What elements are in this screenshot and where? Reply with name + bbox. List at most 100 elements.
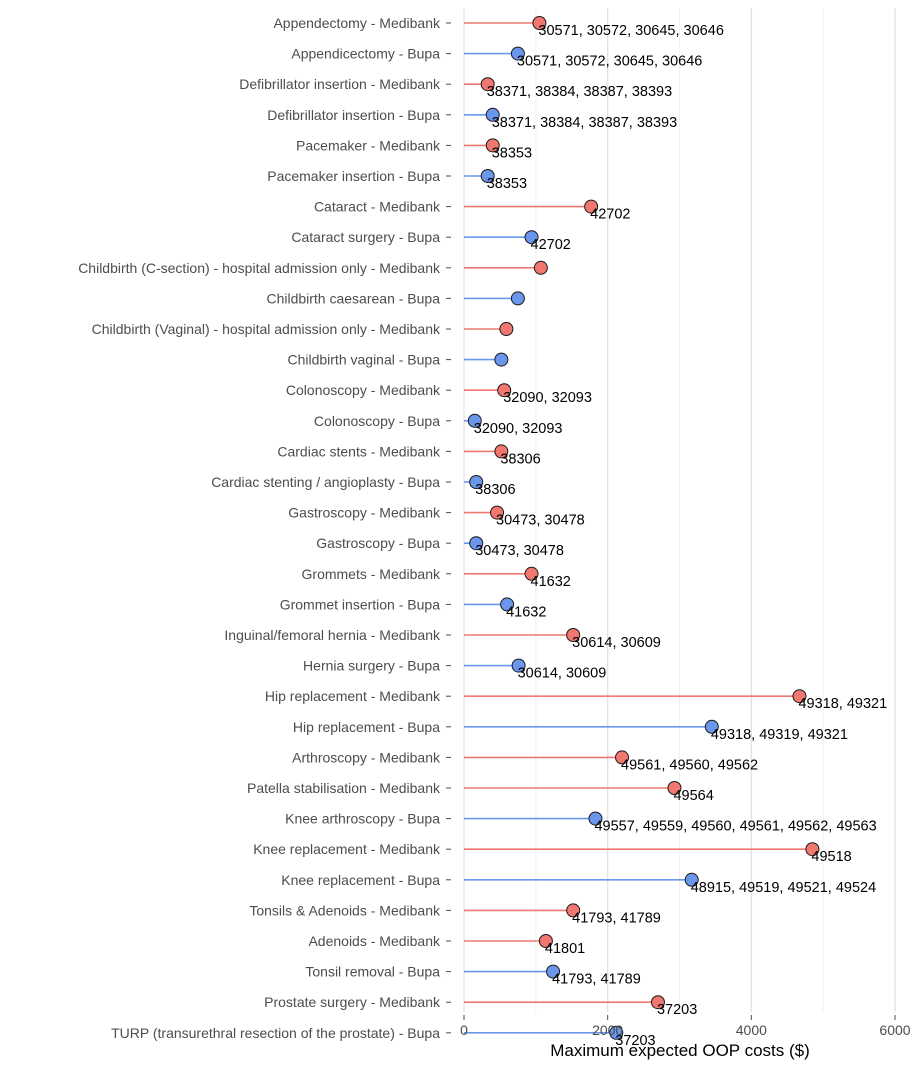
y-tick-label: Appendectomy - Medibank	[273, 15, 441, 31]
data-label: 49561, 49560, 49562	[621, 757, 758, 773]
lollipop-row: Tonsil removal - Bupa 41793, 41789	[305, 964, 640, 988]
data-label: 49318, 49321	[798, 696, 887, 712]
data-label: 38306	[500, 451, 540, 467]
x-tick-label: 2000	[592, 1022, 623, 1038]
data-label: 30473, 30478	[475, 543, 564, 559]
lollipop-point	[469, 536, 484, 551]
y-tick-label: Hernia surgery - Bupa	[303, 658, 440, 674]
lollipop-row: Knee replacement - Medibank 49518	[253, 841, 852, 865]
data-label: 38371, 38384, 38387, 38393	[487, 84, 672, 100]
y-tick-label: Childbirth (Vaginal) - hospital admissio…	[92, 321, 441, 337]
lollipop-row: Cataract surgery - Bupa 42702	[291, 229, 570, 253]
lollipop-point	[467, 413, 482, 428]
lollipop-point	[490, 505, 505, 520]
data-label: 38306	[475, 482, 515, 498]
lollipop-point	[510, 291, 525, 306]
lollipop-point	[546, 964, 561, 979]
lollipop-row: Grommet insertion - Bupa 41632	[280, 596, 547, 620]
lollipop-row: Gastroscopy - Medibank 30473, 30478	[288, 505, 584, 529]
lollipop-row: Adenoids - Medibank 41801	[308, 933, 585, 957]
lollipop-point	[499, 322, 514, 336]
lollipop-row: Colonoscopy - Bupa 32090, 32093	[314, 413, 563, 437]
y-tick-label: Tonsil removal - Bupa	[305, 964, 440, 980]
y-tick-label: Childbirth caesarean - Bupa	[266, 290, 440, 306]
lollipop-row: Cardiac stents - Medibank 38306	[277, 443, 540, 467]
lollipop-point	[538, 934, 553, 948]
data-label: 38353	[487, 176, 527, 192]
lollipop-point	[497, 383, 512, 398]
lollipop-point	[494, 444, 509, 459]
lollipop-point	[500, 597, 515, 612]
lollipop-row: Cataract - Medibank 42702	[314, 199, 631, 223]
lollipop-point	[704, 719, 719, 734]
lollipop-row: Pacemaker - Medibank 38353	[296, 137, 532, 161]
lollipop-point	[588, 811, 603, 826]
y-tick-label: Colonoscopy - Bupa	[314, 413, 440, 429]
y-tick-label: Arthroscopy - Medibank	[292, 749, 441, 765]
lollipop-row: Pacemaker insertion - Bupa 38353	[267, 168, 527, 192]
y-tick-label: Defibrillator insertion - Medibank	[239, 76, 441, 92]
data-label: 38371, 38384, 38387, 38393	[492, 115, 677, 131]
lollipop-point	[684, 872, 699, 887]
y-tick-label: Hip replacement - Bupa	[293, 719, 440, 735]
lollipop-point	[480, 169, 495, 183]
data-label: 41793, 41789	[572, 910, 661, 926]
lollipop-point	[667, 781, 682, 795]
lollipop-point	[511, 658, 526, 673]
data-label: 30614, 30609	[518, 666, 607, 682]
data-label: 41793, 41789	[552, 972, 641, 988]
x-axis: 0 2000 4000 6000	[460, 1015, 911, 1038]
data-label: 30571, 30572, 30645, 30646	[517, 54, 702, 70]
lollipop-point	[510, 46, 525, 61]
data-label: 30571, 30572, 30645, 30646	[538, 23, 723, 39]
lollipop-row: Knee arthroscopy - Bupa 49557, 49559, 495…	[285, 811, 877, 835]
lollipop-point	[584, 199, 599, 214]
y-tick-label: Grommets - Medibank	[302, 566, 441, 582]
lollipop-point	[485, 138, 500, 153]
y-tick-label: Appendicectomy - Bupa	[291, 46, 440, 62]
lollipop-row: Gastroscopy - Bupa 30473, 30478	[316, 535, 564, 559]
y-tick-label: Pacemaker - Medibank	[296, 137, 441, 153]
lollipop-row: Hernia surgery - Bupa 30614, 30609	[303, 658, 606, 682]
lollipop-point	[792, 689, 807, 704]
y-tick-label: TURP (transurethral resection of the pro…	[111, 1025, 440, 1041]
lollipop-row: TURP (transurethral resection of the pro…	[111, 1025, 656, 1049]
lollipop-point	[480, 77, 495, 92]
lollipop-point	[532, 16, 547, 30]
rows: Appendectomy - Medibank 30571, 30572, 306…	[78, 15, 887, 1049]
data-label: 37203	[657, 1002, 697, 1018]
y-tick-label: Cardiac stenting / angioplasty - Bupa	[211, 474, 440, 490]
lollipop-point	[524, 566, 539, 581]
lollipop-row: Hip replacement - Medibank 49318, 49321	[265, 688, 887, 712]
lollipop-point	[533, 260, 548, 275]
y-tick-label: Defibrillator insertion - Bupa	[267, 107, 440, 123]
lollipop-row: Patella stabilisation - Medibank 49564	[247, 780, 714, 804]
data-label: 41632	[531, 574, 571, 590]
lollipop-point	[805, 842, 820, 857]
y-tick-label: Grommet insertion - Bupa	[280, 596, 440, 612]
y-tick-label: Colonoscopy - Medibank	[286, 382, 441, 398]
data-label: 42702	[531, 237, 571, 253]
data-label: 49518	[811, 849, 851, 865]
data-label: 48915, 49519, 49521, 49524	[691, 880, 876, 896]
y-tick-label: Knee replacement - Bupa	[281, 872, 440, 888]
lollipop-row: Prostate surgery - Medibank 37203	[264, 994, 697, 1018]
y-tick-label: Patella stabilisation - Medibank	[247, 780, 441, 796]
grid	[463, 8, 896, 1012]
lollipop-point	[494, 352, 509, 367]
y-tick-label: Cataract surgery - Bupa	[291, 229, 440, 245]
lollipop-row: Childbirth caesarean - Bupa	[266, 290, 525, 306]
y-tick-label: Tonsils & Adenoids - Medibank	[249, 902, 441, 918]
y-tick-label: Knee replacement - Medibank	[253, 841, 441, 857]
y-tick-label: Cataract - Medibank	[314, 199, 441, 215]
lollipop-row: Grommets - Medibank 41632	[302, 566, 571, 590]
lollipop-row: Hip replacement - Bupa 49318, 49319, 4932…	[293, 719, 848, 743]
lollipop-row: Cardiac stenting / angioplasty - Bupa 383…	[211, 474, 515, 498]
data-label: 41801	[545, 941, 585, 957]
lollipop-point	[615, 750, 630, 765]
y-tick-label: Childbirth vaginal - Bupa	[287, 352, 440, 368]
data-label: 38353	[492, 145, 532, 161]
lollipop-point	[609, 1025, 624, 1040]
data-label: 49564	[673, 788, 713, 804]
